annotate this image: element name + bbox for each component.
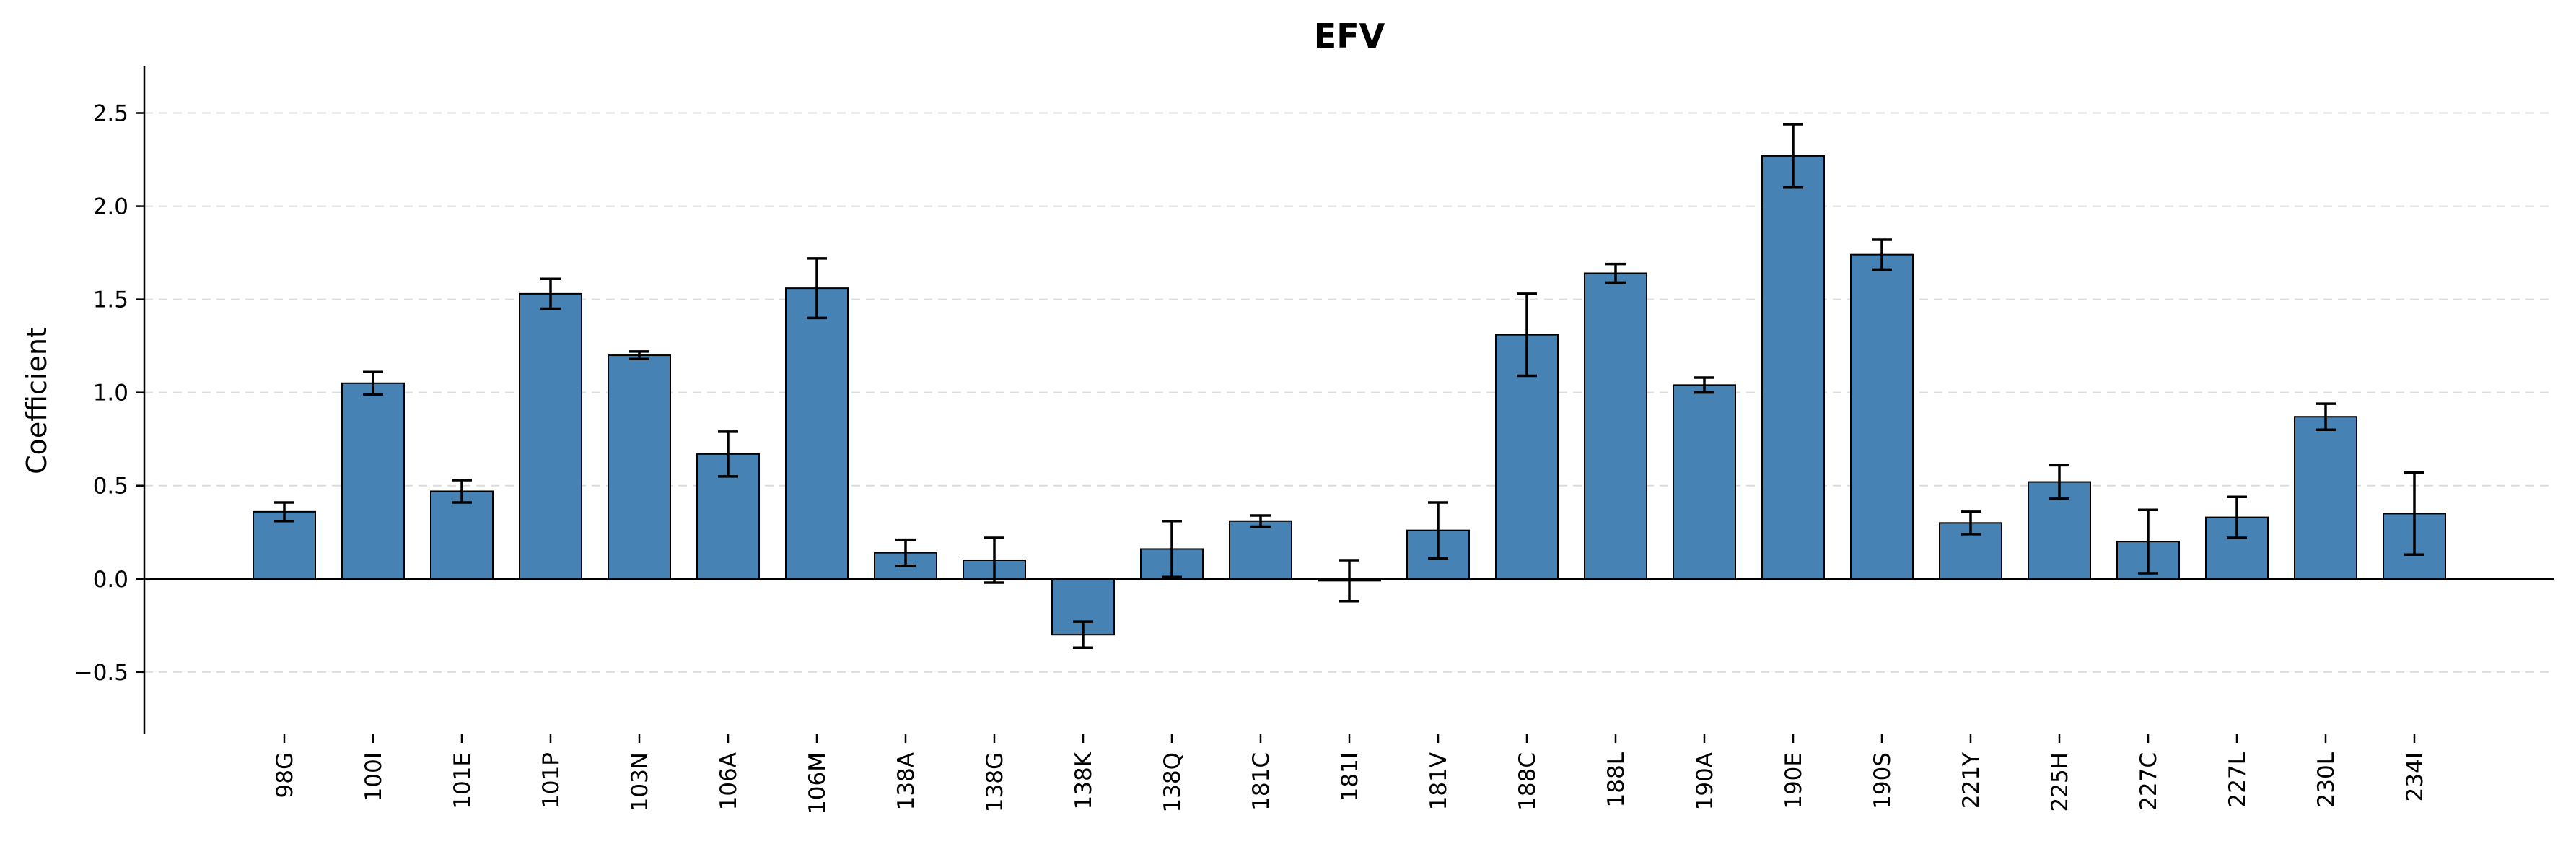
x-tick-label: 106A [716, 752, 742, 810]
x-tick-label: 100I [361, 752, 387, 801]
x-tick-label: 101E [450, 752, 476, 809]
x-tick-label: 190E [1781, 752, 1807, 809]
bar [1584, 272, 1647, 580]
x-tick-label: 221Y [1958, 752, 1984, 809]
bar [785, 287, 849, 580]
x-tick-label: 225H [2047, 752, 2073, 812]
y-tick-label: 0.0 [93, 567, 128, 593]
y-ticks: −0.5 0.0 0.5 1.0 1.5 2.0 2.5 [74, 101, 144, 686]
x-tick-label: 190S [1870, 752, 1896, 809]
x-tick-label: 227C [2136, 752, 2162, 811]
x-tick-label: 138Q [1160, 752, 1186, 813]
bar [1229, 520, 1292, 580]
x-tick-label: 227L [2225, 752, 2251, 807]
error-bars [274, 123, 2424, 650]
x-tick-label: 188L [1603, 752, 1629, 807]
x-tick-label: 190A [1692, 752, 1718, 810]
x-tick-label: 181C [1248, 752, 1274, 811]
x-tick-label: 138K [1071, 752, 1097, 809]
bar [341, 382, 405, 580]
bar [1761, 155, 1825, 580]
bars [253, 155, 2446, 636]
gridlines [144, 112, 2554, 673]
y-tick-label: 0.5 [93, 474, 128, 500]
axes [143, 66, 2554, 734]
x-ticks: 98G 100I 101E 101P 103N 106A 106M 138A 138G 138K 1… [272, 734, 2428, 814]
x-tick-label: 181I [1337, 752, 1363, 801]
x-tick-label: 181V [1426, 752, 1452, 810]
x-tick-label: 230L [2313, 752, 2339, 807]
x-tick-label: 188C [1515, 752, 1541, 811]
x-tick-label: 138A [893, 752, 919, 810]
bar [1850, 253, 1914, 580]
y-tick-label: 1.5 [93, 287, 128, 313]
bar [430, 490, 494, 580]
y-tick-label: 2.5 [93, 101, 128, 127]
bar [1673, 384, 1736, 580]
x-tick-label: 98G [272, 752, 298, 798]
bar [2294, 416, 2357, 580]
x-tick-label: 106M [805, 752, 831, 814]
x-tick-label: 101P [538, 752, 564, 809]
x-tick-label: 103N [627, 752, 653, 812]
x-tick-label: 234I [2402, 752, 2428, 801]
chart-title: EFV [1314, 17, 1385, 56]
x-tick-label: 138G [982, 752, 1008, 812]
bar [519, 292, 582, 580]
y-tick-label: −0.5 [74, 660, 128, 686]
y-axis-label: Coefficient [21, 327, 53, 474]
y-tick-label: 1.0 [93, 380, 128, 406]
bar [253, 510, 316, 580]
bar [608, 354, 671, 580]
y-tick-label: 2.0 [93, 194, 128, 220]
